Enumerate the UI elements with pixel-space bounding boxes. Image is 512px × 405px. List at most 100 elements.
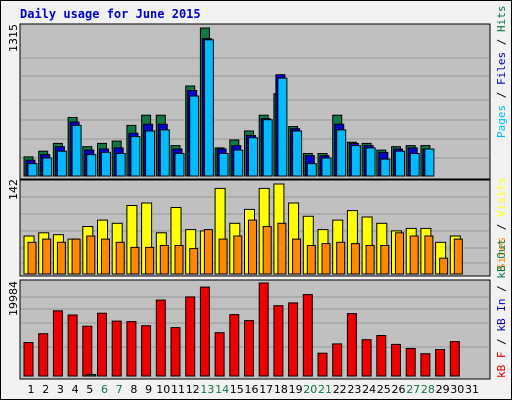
legend-middle-part-0: Sites [495, 237, 508, 270]
x-tick-day-30: 30 [450, 383, 464, 396]
bar-bottom-kb-f-day-16 [244, 320, 254, 377]
bar-top-pages-day-1 [27, 163, 38, 177]
x-tick-day-18: 18 [274, 383, 288, 396]
x-tick-day-4: 4 [72, 383, 79, 396]
bar-bottom-kb-f-day-26 [391, 343, 401, 377]
bar-middle-sites-day-25 [380, 245, 390, 275]
bar-top-pages-day-4 [71, 124, 82, 177]
bar-middle-sites-day-14 [218, 238, 228, 275]
x-tick-day-3: 3 [57, 383, 64, 396]
bar-top-pages-day-22 [336, 129, 347, 177]
bar-bottom-kb-f-day-29 [435, 349, 446, 377]
bar-bottom-kb-f-day-21 [317, 352, 328, 377]
x-tick-day-7: 7 [116, 383, 123, 396]
legend-bottom-part-1: / [495, 332, 508, 352]
bar-bottom-kb-f-day-23 [346, 313, 357, 377]
legend-top-part-3: / [495, 32, 508, 52]
bar-bottom-kb-f-day-10 [155, 299, 166, 377]
bar-bottom-kb-f-day-14 [214, 332, 225, 377]
bar-middle-sites-day-12 [189, 248, 199, 275]
bar-middle-sites-day-26 [395, 232, 404, 275]
bar-middle-sites-day-1 [27, 241, 37, 275]
x-tick-day-13: 13 [200, 383, 214, 396]
chart-title: Daily usage for June 2015 [20, 7, 201, 21]
x-tick-day-26: 26 [392, 383, 406, 396]
ymax-bottom: 19984 [7, 281, 20, 316]
bars [23, 27, 463, 377]
bar-top-pages-day-19 [292, 130, 303, 177]
bar-middle-sites-day-30 [453, 238, 463, 275]
legend-top-part-1: / [495, 85, 508, 105]
bar-middle-sites-day-7 [115, 241, 125, 275]
bar-bottom-kb-f-day-3 [52, 310, 63, 377]
bar-top-pages-day-10 [159, 129, 170, 177]
bar-top-pages-day-2 [42, 157, 53, 177]
x-tick-day-20: 20 [303, 383, 317, 396]
legend-middle-part-2: Visits [495, 177, 508, 217]
bar-bottom-kb-f-day-4 [67, 314, 78, 377]
bar-top-pages-day-6 [101, 151, 111, 177]
bar-bottom-kb-f-day-20 [302, 294, 313, 377]
bar-bottom-kb-f-day-17 [258, 282, 269, 377]
x-tick-day-21: 21 [318, 383, 332, 396]
x-tick-day-17: 17 [259, 383, 273, 396]
bar-middle-sites-day-18 [277, 222, 287, 275]
bar-top-pages-day-15 [233, 149, 244, 177]
x-tick-day-1: 1 [28, 383, 35, 396]
bar-bottom-kb-f-day-19 [288, 302, 299, 377]
bar-middle-sites-day-19 [292, 238, 302, 275]
bar-middle-sites-day-2 [42, 238, 52, 275]
bar-top-pages-day-21 [321, 157, 332, 177]
x-tick-labels: 1 2 3 4 5 6 7 8 9 10 11 12 13 14 15 16 17 18 19 20 21 22 23 24 2… [28, 383, 480, 396]
x-tick-day-12: 12 [186, 383, 200, 396]
legend-bottom-part-2: kB In [495, 299, 508, 332]
bar-top-pages-day-3 [56, 150, 67, 177]
bar-bottom-kb-f-day-6 [97, 312, 107, 377]
bar-middle-sites-day-17 [262, 226, 272, 275]
bar-middle-sites-day-23 [350, 243, 360, 275]
bar-top-pages-day-25 [380, 158, 391, 177]
x-tick-day-10: 10 [156, 383, 170, 396]
bar-middle-sites-day-29 [439, 257, 449, 275]
x-tick-day-2: 2 [42, 383, 49, 396]
legend-bottom-part-4: kB Out [495, 239, 508, 279]
bar-middle-sites-day-3 [56, 241, 66, 275]
bar-middle-sites-day-24 [365, 245, 375, 275]
legend-bottom-part-3: / [495, 279, 508, 299]
x-tick-day-27: 27 [406, 383, 420, 396]
bar-bottom-kb-f-day-8 [126, 321, 137, 377]
legend-middle-part-1: / [495, 217, 508, 237]
legend-top-part-2: Files [495, 52, 508, 85]
bar-middle-sites-day-28 [424, 235, 434, 275]
bar-bottom-kb-f-day-25 [376, 335, 387, 377]
bar-top-pages-day-12 [189, 95, 200, 177]
legend-top: Pages / Files / Hits [495, 6, 508, 139]
x-tick-day-15: 15 [230, 383, 244, 396]
bar-middle-sites-day-9 [145, 246, 155, 275]
bar-top-pages-day-5 [86, 154, 97, 177]
bar-top-pages-day-17 [262, 119, 273, 177]
bar-bottom-kb-f-day-7 [111, 320, 122, 377]
bar-top-pages-day-8 [130, 136, 141, 177]
bar-middle-sites-day-15 [233, 235, 243, 275]
bar-middle-sites-day-4 [71, 238, 81, 275]
bar-bottom-kb-f-day-24 [361, 339, 372, 377]
x-tick-day-8: 8 [130, 383, 137, 396]
ymax-middle: 142 [7, 179, 20, 200]
x-tick-day-22: 22 [333, 383, 347, 396]
x-tick-day-11: 11 [171, 383, 185, 396]
x-tick-day-9: 9 [145, 383, 152, 396]
bar-top-pages-day-14 [218, 153, 229, 177]
legend-bottom-part-0: kB F [495, 352, 508, 379]
bar-middle-sites-day-11 [174, 245, 184, 275]
bar-bottom-kb-f-day-30 [449, 341, 460, 377]
legend-bottom: kB F / kB In / kB Out [495, 239, 508, 378]
bar-middle-sites-day-6 [101, 238, 110, 275]
bar-middle-sites-day-22 [336, 241, 346, 275]
ymax-top: 1315 [7, 24, 20, 52]
x-tick-day-23: 23 [347, 383, 361, 396]
bar-bottom-kb-f-day-28 [420, 353, 431, 377]
bar-middle-sites-day-16 [248, 219, 257, 275]
x-tick-day-5: 5 [86, 383, 93, 396]
